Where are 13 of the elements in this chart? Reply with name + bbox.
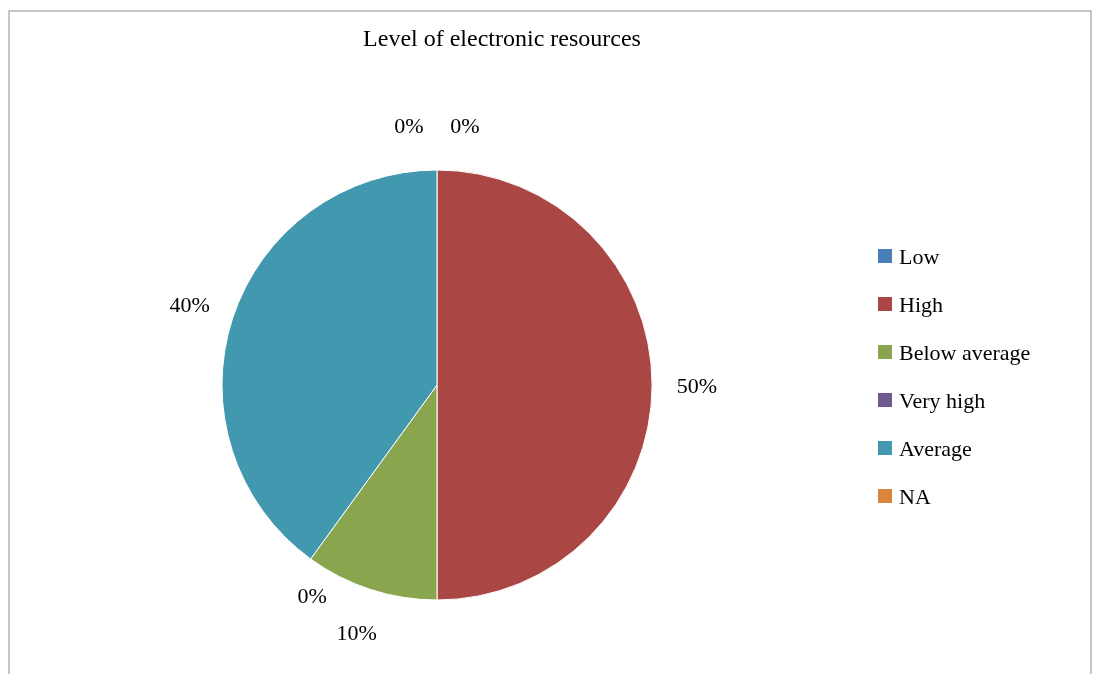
- legend-label: Below average: [899, 339, 1031, 365]
- data-label: 50%: [676, 372, 718, 398]
- legend-label: NA: [899, 483, 931, 509]
- text: 0%: [450, 112, 480, 138]
- chart-title: Level of electronic resources: [363, 25, 641, 51]
- text: 0%: [394, 112, 424, 138]
- data-label: 40%: [169, 292, 210, 318]
- text: 0%: [297, 582, 327, 608]
- data-label: 10%: [336, 619, 377, 645]
- legend-label: Low: [899, 243, 940, 269]
- legend-label: High: [899, 291, 943, 317]
- legend-label: Average: [899, 435, 972, 461]
- legend-label: Very high: [899, 387, 986, 413]
